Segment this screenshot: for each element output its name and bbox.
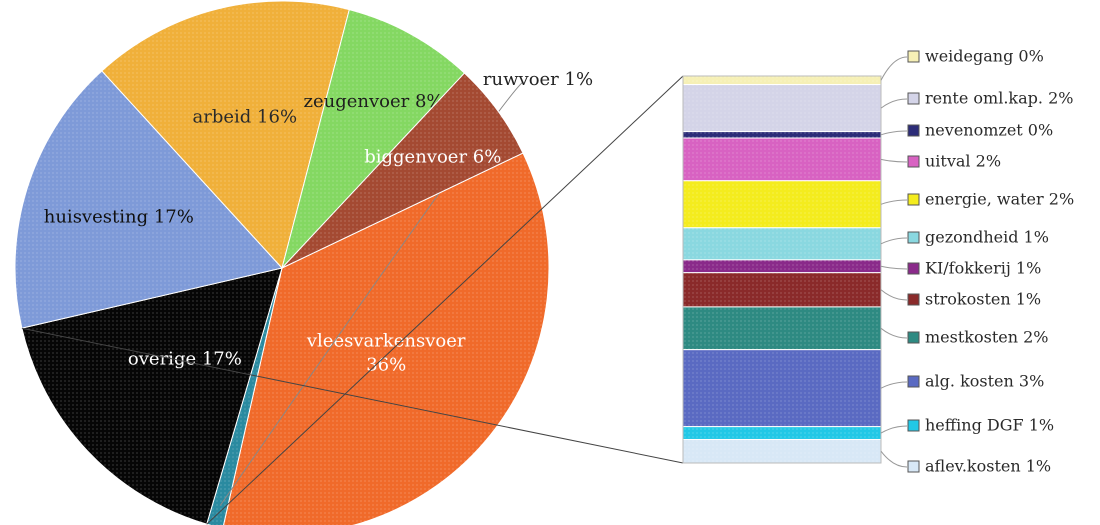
legend-swatch-strokosten (907, 293, 920, 306)
legend-label-energie-water: energie, water 2% (925, 190, 1074, 209)
bar-segment-texture (683, 76, 881, 85)
bar-segment-texture (683, 227, 881, 260)
legend-leader-alg-kosten (880, 381, 908, 389)
legend-swatch-aflev-kosten (907, 460, 920, 473)
bar-segment-texture (683, 259, 881, 273)
legend-leader-weidegang (880, 56, 908, 81)
pie-chart: vleesvarkensvoer 36% ruwvoer 1% overige 17%… (14, 0, 593, 525)
bar-segment-texture (683, 306, 881, 350)
legend-swatch-mestkosten (907, 331, 920, 344)
pie-slice-texture (15, 70, 283, 329)
legend-leader-nevenomzet (880, 130, 908, 136)
bar-segment-texture (683, 180, 881, 228)
legend-label-rente-oml-kap: rente oml.kap. 2% (925, 89, 1073, 108)
pie-to-bar-connectors (21, 75, 684, 525)
legend-leader-gezondheid (880, 237, 908, 245)
legend-leader-strokosten (880, 289, 908, 301)
bar-legend: weidegang 0% rente oml.kap. 2% nevenomzet … (880, 47, 1074, 476)
pie-label-leader (219, 81, 524, 506)
bar-segment-texture (683, 84, 881, 132)
pie-label-arbeid: arbeid 16% (193, 107, 298, 128)
pie-label-zeugenvoer: zeugenvoer 8% (303, 91, 443, 112)
legend-label-alg-kosten: alg. kosten 3% (925, 372, 1044, 391)
legend-label-nevenomzet: nevenomzet 0% (925, 121, 1053, 140)
legend-swatch-gezondheid (907, 231, 920, 244)
pie-label-huisvesting: huisvesting 17% (44, 206, 194, 227)
legend-swatch-alg-kosten (907, 375, 920, 388)
connector-top (206, 75, 684, 525)
pie-slice-texture (21, 268, 283, 525)
legend-label-weidegang: weidegang 0% (925, 47, 1044, 66)
legend-label-aflev-kosten: aflev.kosten 1% (925, 457, 1051, 476)
legend-swatch-heffing-dgf (907, 419, 920, 432)
pie-slice-texture (282, 73, 523, 268)
legend-swatch-rente-oml-kap (907, 92, 920, 105)
pie-slice-texture (282, 9, 465, 269)
bar-outline (682, 75, 882, 464)
bar-segment-texture (683, 439, 881, 463)
bar-segment-texture (683, 138, 881, 181)
legend-label-gezondheid: gezondheid 1% (925, 228, 1049, 247)
legend-leader-mestkosten (880, 327, 908, 339)
bar-segment-texture (683, 272, 881, 307)
pie-label-ruwvoer: ruwvoer 1% (483, 69, 593, 90)
legend-leader-aflev-kosten (880, 450, 908, 468)
legend-swatch-ki-fokkerij (907, 262, 920, 275)
legend-leader-heffing-dgf (880, 425, 908, 434)
legend-label-ki-fokkerij: KI/fokkerij 1% (925, 259, 1041, 278)
pie-label-overige: overige 17% (128, 349, 242, 370)
legend-swatch-weidegang (907, 50, 920, 63)
legend-leader-ki-fokkerij (880, 265, 908, 270)
bar-segment-texture (683, 349, 881, 427)
legend-label-mestkosten: mestkosten 2% (925, 328, 1049, 347)
legend-label-strokosten: strokosten 1% (925, 290, 1041, 309)
bar-segment-texture (683, 426, 881, 440)
stacked-bar-chart (682, 75, 882, 464)
legend-swatch-nevenomzet (907, 124, 920, 137)
legend-label-heffing-dgf: heffing DGF 1% (925, 416, 1054, 435)
pie-label-vleesvarkensvoer: vleesvarkensvoer 36% (306, 330, 466, 375)
legend-leader-energie-water (880, 199, 908, 205)
legend-swatch-energie-water (907, 193, 920, 206)
legend-swatch-uitval (907, 155, 920, 168)
legend-leader-uitval (880, 158, 908, 163)
bar-segment-texture (683, 131, 881, 138)
pie-slice-texture (101, 1, 350, 268)
legend-label-uitval: uitval 2% (925, 152, 1001, 171)
legend-leader-rente-oml-kap (880, 98, 908, 109)
pie-label-biggenvoer: biggenvoer 6% (364, 147, 501, 168)
connector-bottom (21, 327, 684, 464)
